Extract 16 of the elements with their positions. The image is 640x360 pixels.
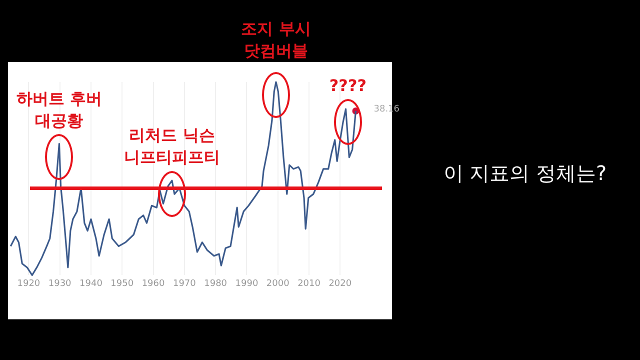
annotation: ???? — [329, 76, 367, 96]
annotation: 조지 부시 닷컴버블 — [241, 19, 311, 60]
x-tick-label: 2020 — [328, 278, 352, 289]
x-tick-label: 1920 — [17, 278, 40, 289]
x-tick-label: 2010 — [298, 278, 321, 289]
x-tick-label: 1980 — [204, 278, 228, 289]
x-tick-label: 1930 — [48, 278, 72, 289]
annotation: 리처드 닉슨 니프티피프티 — [124, 126, 220, 167]
x-tick-label: 1990 — [235, 278, 258, 289]
annotation: 하버트 후버 대공황 — [16, 88, 102, 130]
text: 이 지표의 정체는? — [443, 161, 607, 186]
x-tick-label: 1970 — [172, 278, 196, 289]
x-tick-label: 1950 — [110, 278, 134, 289]
x-tick-label: 2000 — [266, 278, 290, 289]
x-tick-label: 1940 — [80, 278, 103, 289]
x-tick-label: 1960 — [142, 278, 166, 289]
